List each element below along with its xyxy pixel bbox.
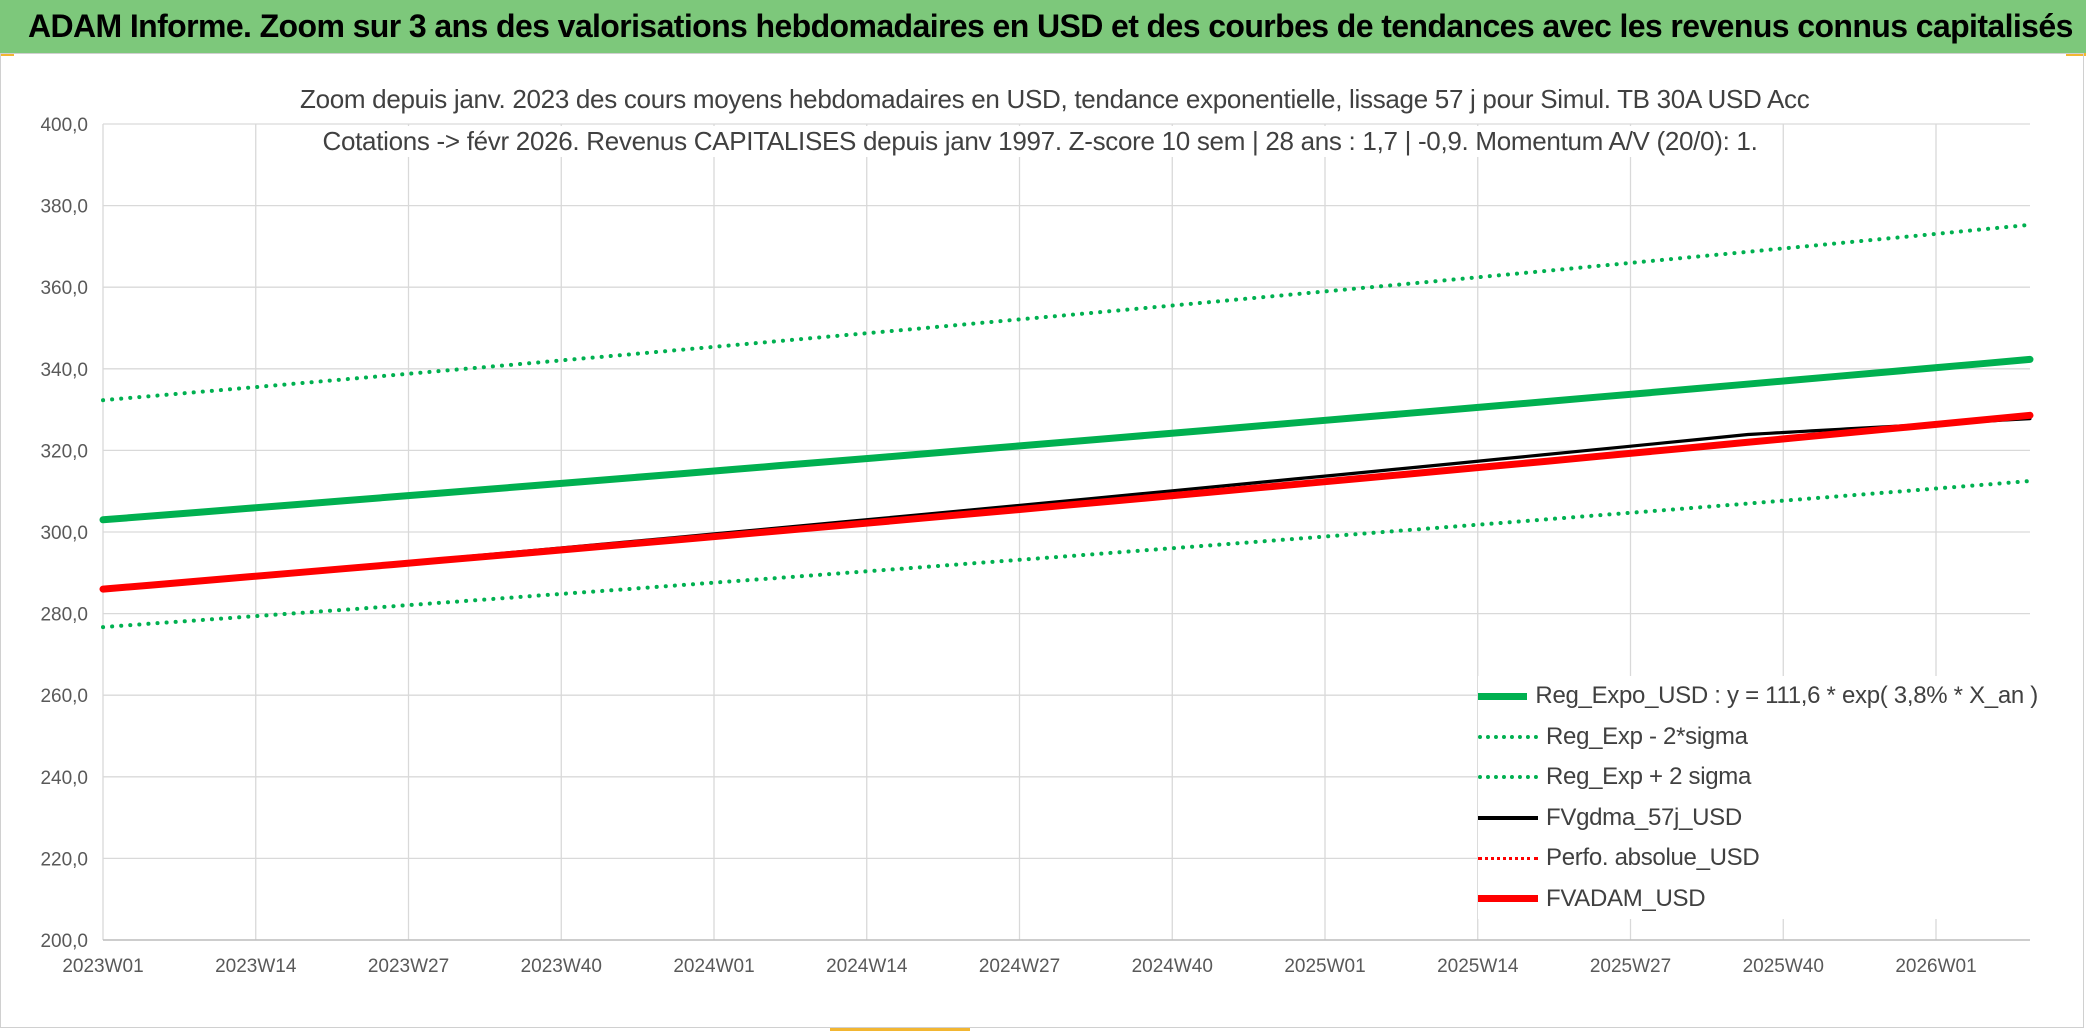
x-tick-label: 2026W01 — [1895, 956, 1976, 977]
legend-swatch — [1478, 775, 1538, 780]
y-tick-label: 200,0 — [40, 931, 88, 952]
legend-swatch — [1478, 734, 1538, 739]
y-tick-label: 240,0 — [40, 768, 88, 789]
y-tick-label: 320,0 — [40, 441, 88, 462]
legend-item: Reg_Exp + 2 sigma — [1478, 757, 2038, 798]
x-tick-label: 2023W27 — [368, 956, 449, 977]
x-tick-label: 2025W14 — [1437, 956, 1519, 977]
corner-accent-right — [2066, 53, 2086, 56]
legend-label: Reg_Exp + 2 sigma — [1546, 763, 1752, 791]
corner-accent-bottom — [830, 1028, 970, 1031]
y-tick-label: 220,0 — [40, 849, 88, 870]
y-tick-label: 360,0 — [40, 278, 88, 299]
x-axis: 2023W01 2023W14 2023W27 2023W40 2024W01 2024W… — [62, 956, 1976, 977]
header-band — [0, 0, 2086, 53]
y-tick-label: 260,0 — [40, 686, 88, 707]
y-tick-label: 380,0 — [40, 197, 88, 218]
x-tick-label: 2024W01 — [673, 956, 754, 977]
legend-item: Reg_Exp - 2*sigma — [1478, 717, 2038, 758]
x-tick-label: 2023W40 — [521, 956, 602, 977]
page-title: ADAM Informe. Zoom sur 3 ans des valoris… — [28, 8, 2073, 44]
x-tick-label: 2024W27 — [979, 956, 1060, 977]
chart-title-line2: Cotations -> févr 2026. Revenus CAPITALI… — [300, 126, 1780, 157]
legend-swatch — [1478, 895, 1538, 903]
legend-swatch — [1478, 815, 1538, 820]
corner-accent-left — [0, 53, 14, 56]
y-tick-label: 280,0 — [40, 605, 88, 626]
legend-swatch — [1478, 692, 1528, 700]
x-tick-label: 2024W40 — [1132, 956, 1213, 977]
chart-title-line1: Zoom depuis janv. 2023 des cours moyens … — [300, 84, 1810, 115]
legend-label: FVgdma_57j_USD — [1546, 803, 1742, 831]
series-line-0 — [99, 355, 2034, 524]
x-tick-label: 2025W40 — [1743, 956, 1824, 977]
legend-swatch — [1478, 856, 1538, 860]
x-tick-label: 2025W27 — [1590, 956, 1671, 977]
x-tick-label: 2023W01 — [62, 956, 143, 977]
legend-item: Perfo. absolue_USD — [1478, 838, 2038, 879]
series-line-5 — [99, 411, 2034, 593]
y-tick-label: 340,0 — [40, 360, 88, 381]
x-tick-label: 2023W14 — [215, 956, 297, 977]
series-line-2 — [101, 222, 2032, 403]
legend-label: Reg_Exp - 2*sigma — [1546, 722, 1748, 750]
x-tick-label: 2025W01 — [1284, 956, 1365, 977]
legend-item: FVADAM_USD — [1478, 879, 2038, 920]
legend-label: Reg_Expo_USD : y = 111,6 * exp( 3,8% * X… — [1535, 682, 2038, 710]
y-tick-label: 300,0 — [40, 523, 88, 544]
legend-item: FVgdma_57j_USD — [1478, 798, 2038, 839]
legend-label: FVADAM_USD — [1546, 884, 1706, 912]
legend-item: Reg_Expo_USD : y = 111,6 * exp( 3,8% * X… — [1478, 676, 2038, 717]
series-line-1 — [101, 479, 2032, 630]
legend-label: Perfo. absolue_USD — [1546, 844, 1760, 872]
chart-frame — [0, 53, 2084, 1028]
y-axis: 200,0 220,0 240,0 260,0 280,0 300,0 320,0 340,0… — [40, 115, 88, 952]
chart-legend: Reg_Expo_USD : y = 111,6 * exp( 3,8% * X… — [1478, 676, 2038, 919]
y-tick-label: 400,0 — [40, 115, 88, 136]
series-layer — [99, 222, 2034, 630]
x-tick-label: 2024W14 — [826, 956, 908, 977]
